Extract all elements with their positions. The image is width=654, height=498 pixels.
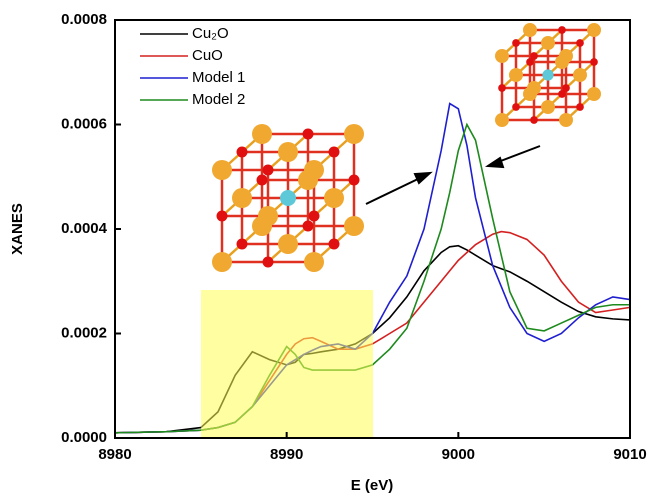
center-atom bbox=[280, 190, 296, 206]
y-tick-label: 0.0004 bbox=[61, 220, 108, 237]
atom bbox=[590, 58, 598, 66]
atom bbox=[258, 206, 278, 226]
atom bbox=[304, 252, 324, 272]
atom bbox=[523, 23, 537, 37]
atom bbox=[495, 113, 509, 127]
atom bbox=[263, 257, 274, 268]
atom bbox=[303, 129, 314, 140]
atom bbox=[329, 239, 340, 250]
atom bbox=[252, 124, 272, 144]
atom bbox=[527, 81, 541, 95]
y-tick-label: 0.0002 bbox=[61, 324, 107, 341]
atom bbox=[559, 49, 573, 63]
atom bbox=[562, 84, 570, 92]
arrow-head bbox=[415, 173, 430, 183]
atom bbox=[559, 113, 573, 127]
atom bbox=[558, 26, 566, 34]
x-tick-label: 9010 bbox=[613, 446, 646, 463]
atom bbox=[576, 103, 584, 111]
atom bbox=[344, 124, 364, 144]
y-tick-label: 0.0006 bbox=[61, 115, 107, 132]
atom bbox=[232, 188, 252, 208]
atom bbox=[257, 175, 268, 186]
legend-label: Model 1 bbox=[192, 69, 245, 86]
atom bbox=[573, 68, 587, 82]
x-tick-label: 8990 bbox=[270, 446, 303, 463]
arrow bbox=[498, 146, 540, 162]
y-tick-label: 0.0000 bbox=[61, 429, 107, 446]
atom bbox=[329, 147, 340, 158]
atom bbox=[278, 142, 298, 162]
legend-label: Cu₂O bbox=[192, 25, 229, 42]
atom bbox=[349, 175, 360, 186]
atom bbox=[541, 36, 555, 50]
y-axis-label: XANES bbox=[9, 203, 26, 255]
legend-label: Model 2 bbox=[192, 91, 245, 108]
legend-label: CuO bbox=[192, 47, 223, 64]
atom bbox=[237, 147, 248, 158]
atom bbox=[304, 160, 324, 180]
atom bbox=[576, 39, 584, 47]
atom bbox=[541, 100, 555, 114]
atom bbox=[324, 188, 344, 208]
x-axis-label: E (eV) bbox=[351, 477, 394, 494]
atom bbox=[344, 216, 364, 236]
atom bbox=[512, 103, 520, 111]
atom bbox=[278, 234, 298, 254]
atom bbox=[587, 23, 601, 37]
page: {"chart_data": {"type": "line", "xlabel"… bbox=[0, 0, 654, 498]
atom bbox=[530, 116, 538, 124]
arrow-head bbox=[488, 158, 503, 167]
atom bbox=[498, 84, 506, 92]
atom bbox=[212, 160, 232, 180]
arrow bbox=[366, 178, 420, 204]
atom bbox=[263, 165, 274, 176]
atom bbox=[303, 221, 314, 232]
atom bbox=[512, 39, 520, 47]
atom bbox=[309, 211, 320, 222]
atom bbox=[237, 239, 248, 250]
chart: E (eV) XANES 0.0000 0.0002 0.0004 0.0006 0.0… bbox=[0, 0, 654, 498]
atom bbox=[212, 252, 232, 272]
atom bbox=[587, 87, 601, 101]
crystal-illustrations bbox=[212, 23, 601, 272]
y-tick-label: 0.0008 bbox=[61, 11, 107, 28]
atom bbox=[509, 68, 523, 82]
x-tick-label: 8980 bbox=[98, 446, 131, 463]
center-atom bbox=[542, 69, 553, 80]
highlight-region bbox=[201, 290, 373, 438]
atom bbox=[530, 52, 538, 60]
atom bbox=[217, 211, 228, 222]
atom bbox=[495, 49, 509, 63]
legend: Cu₂O CuO Model 1 Model 2 bbox=[140, 25, 245, 108]
x-tick-label: 9000 bbox=[442, 446, 475, 463]
